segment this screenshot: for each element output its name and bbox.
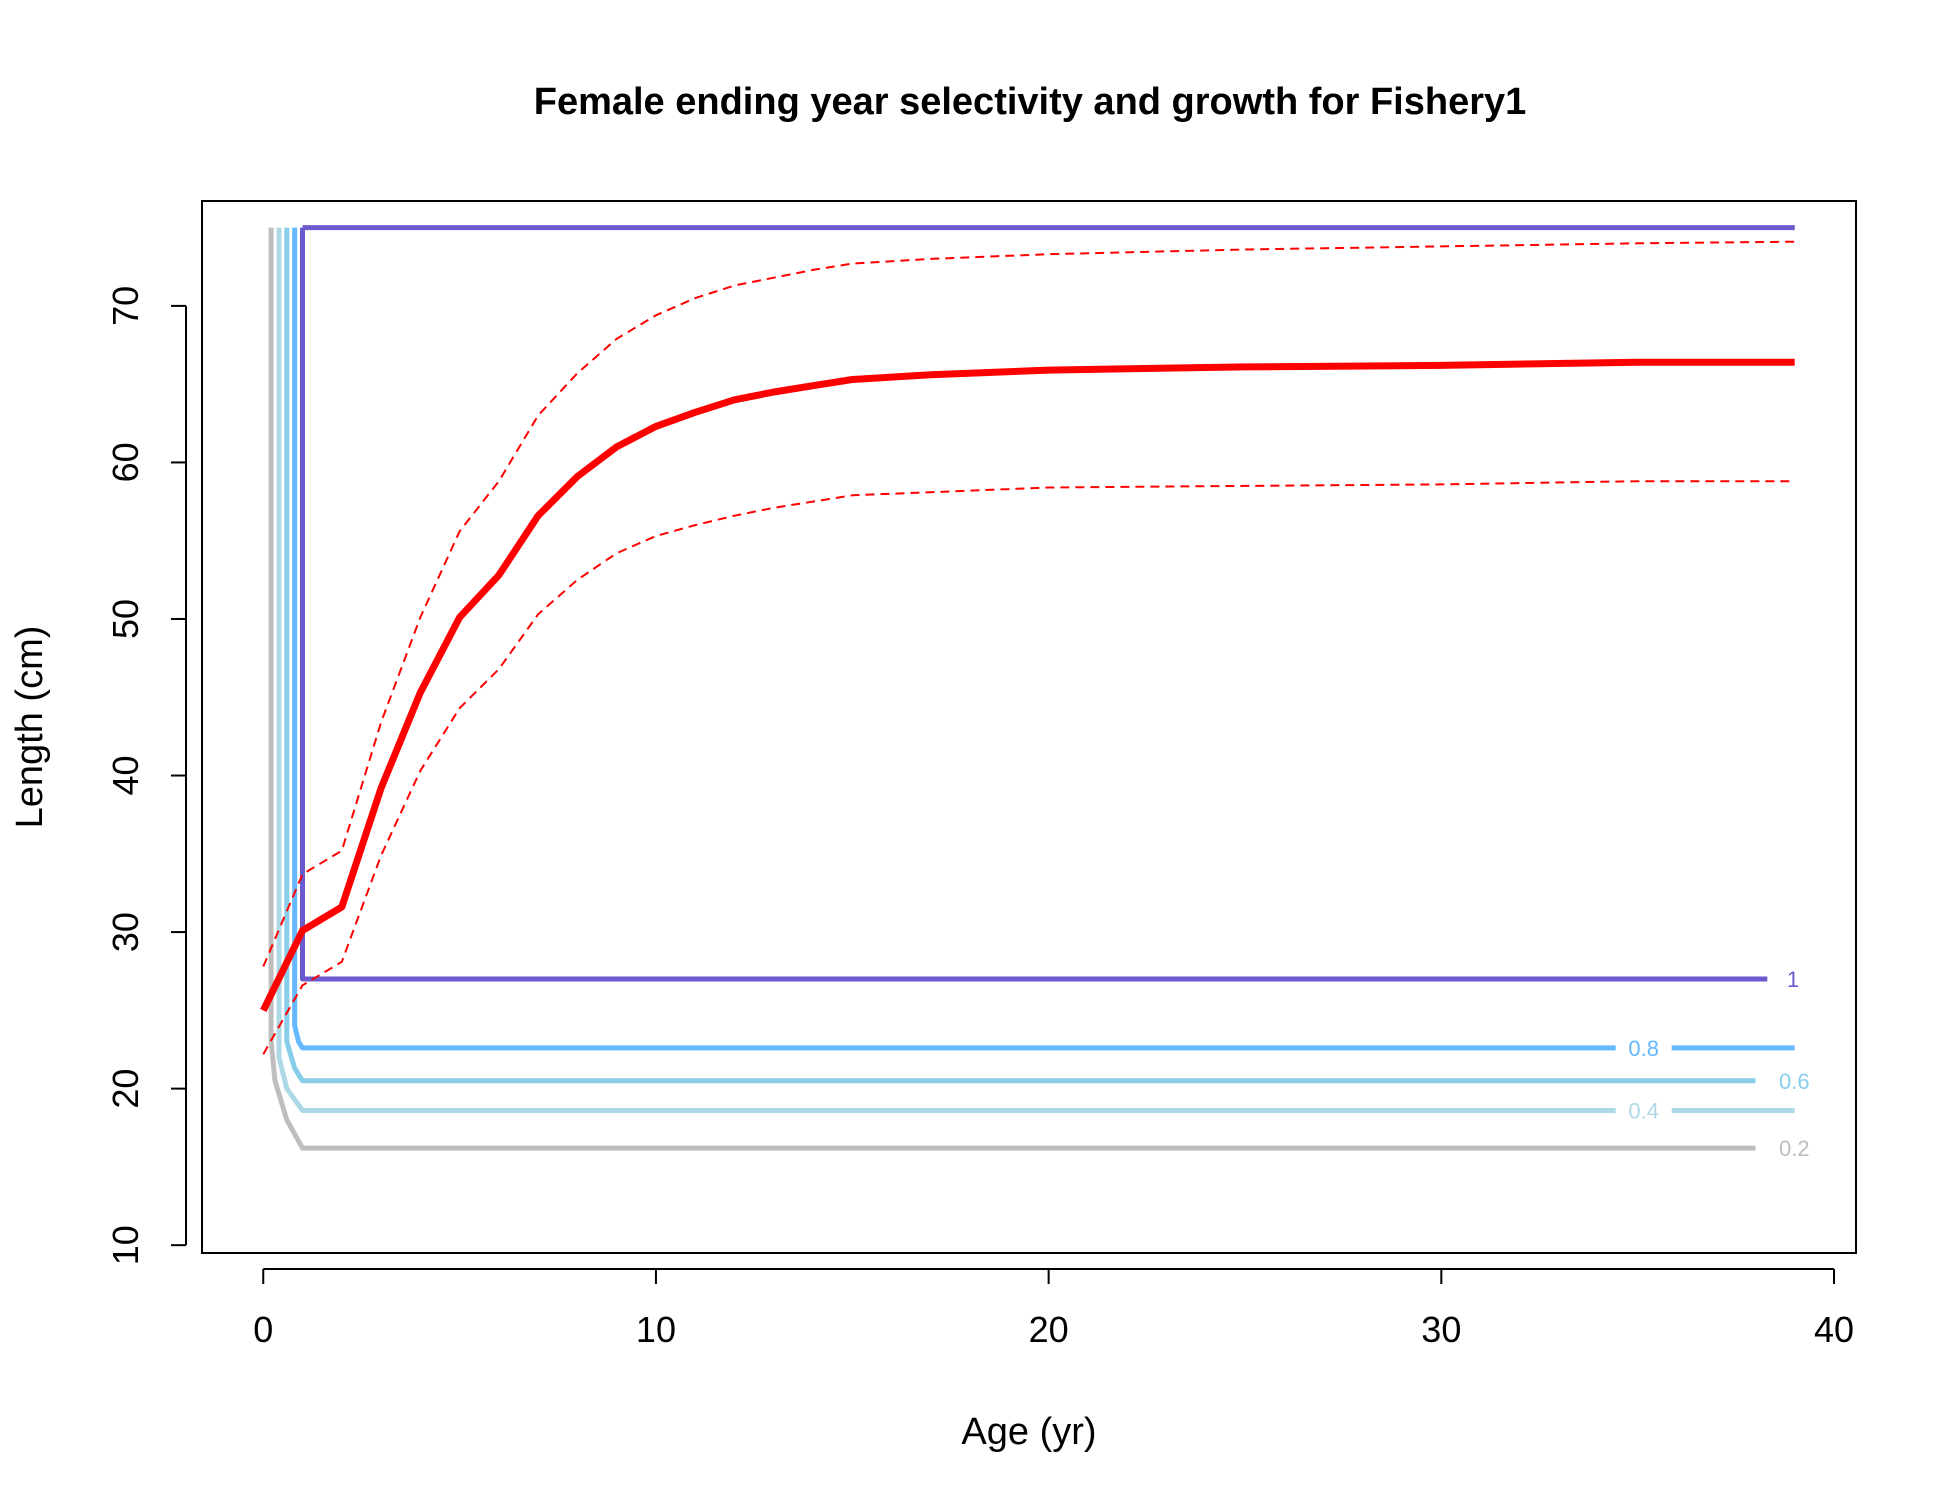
growth-mean-line: [260, 358, 1795, 1012]
y-tick-label: 20: [105, 1069, 146, 1109]
contour-line-0-8: [292, 227, 1795, 1051]
contour-label-0-8: 0.8: [1628, 1036, 1659, 1061]
contour-label-0-4: 0.4: [1628, 1099, 1659, 1124]
x-axis: 0 10 20 30 40: [253, 1268, 1854, 1350]
y-tick-label: 60: [105, 442, 146, 482]
x-tick-label: 10: [636, 1309, 676, 1350]
contour-label-1: 1: [1787, 967, 1799, 992]
x-tick-label: 30: [1421, 1309, 1461, 1350]
y-tick-label: 70: [105, 286, 146, 326]
x-axis-label: Age (yr): [961, 1411, 1096, 1453]
selectivity-contours: 0.2 0.4 0.6 0.8 1: [268, 225, 1810, 1161]
y-tick-label: 50: [105, 599, 146, 639]
y-tick-label: 30: [105, 912, 146, 952]
contour-line-0-4: [276, 227, 1795, 1113]
contour-label-0-2: 0.2: [1779, 1136, 1810, 1161]
growth-curves: [260, 240, 1795, 1055]
x-tick-label: 20: [1029, 1309, 1069, 1350]
y-tick-label: 40: [105, 755, 146, 795]
y-axis: 10 20 30 40 50 60 70: [105, 286, 187, 1265]
growth-upper-line: [262, 240, 1795, 967]
contour-line-0-6: [284, 227, 1756, 1084]
contour-label-0-6: 0.6: [1779, 1069, 1810, 1094]
chart-title: Female ending year selectivity and growt…: [534, 81, 1527, 123]
growth-lower-line: [262, 480, 1795, 1055]
y-tick-label: 10: [105, 1225, 146, 1265]
plot-frame: [201, 200, 1857, 1254]
x-tick-label: 40: [1814, 1309, 1854, 1350]
x-tick-label: 0: [253, 1309, 273, 1350]
y-axis-label: Length (cm): [9, 626, 51, 829]
contour-line-0-2: [268, 227, 1756, 1151]
contour-line-1: [300, 227, 1768, 982]
